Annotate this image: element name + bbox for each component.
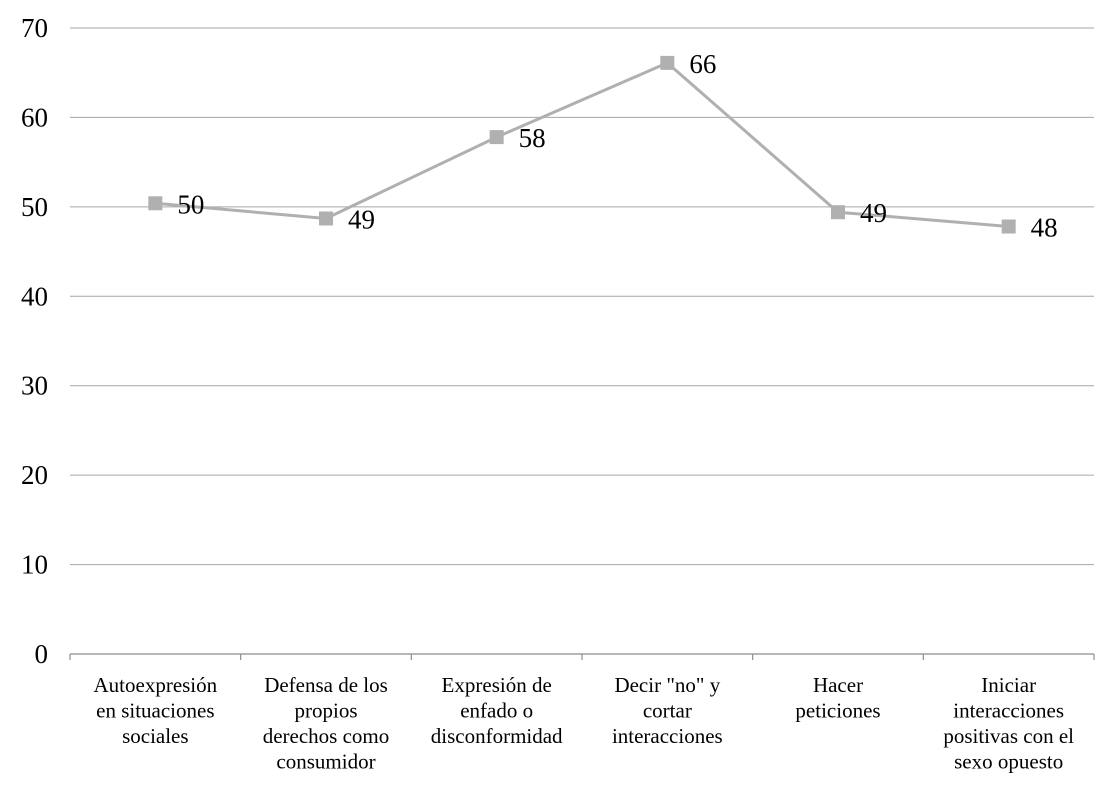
data-label: 50 [177,189,204,219]
data-label: 49 [860,198,887,228]
data-label: 66 [689,49,716,79]
y-tick-label-70: 70 [21,13,48,43]
x-axis [69,653,1095,660]
y-tick-label-20: 20 [21,460,48,490]
data-point-marker [660,55,675,70]
data-point-marker [1001,219,1016,234]
gridlines [70,27,1094,566]
y-tick-label-50: 50 [21,192,48,222]
series-line-group [148,55,1016,234]
y-tick-label-40: 40 [21,281,48,311]
y-axis-tick-labels: 0 10 20 30 40 50 60 70 [21,13,48,669]
x-category-label: Iniciar interacciones positivas con el sexo… [943,673,1074,774]
data-label: 58 [519,123,546,153]
y-tick-label-10: 10 [21,550,48,580]
x-category-label: Expresión de enfado o disconformidad [431,673,563,748]
data-point-marker [148,196,163,211]
x-category-label: Hacer peticiones [795,673,880,723]
data-label: 49 [348,204,375,234]
x-category-label: Autoexpresión en situaciones sociales [94,673,218,748]
series-line [155,61,1009,228]
y-tick-label-0: 0 [35,639,49,669]
data-point-marker [489,130,504,145]
data-label: 48 [1031,213,1058,243]
data-point-marker [831,205,845,220]
y-tick-label-60: 60 [21,102,48,132]
y-tick-label-30: 30 [21,371,48,401]
data-labels: 50 49 58 66 49 48 [177,49,1057,243]
data-point-marker [319,211,333,226]
x-category-label: Decir "no" y cortar interacciones [612,673,723,748]
x-category-label: Defensa de los propios derechos como consum… [263,673,390,774]
x-axis-category-labels: Autoexpresión en situaciones sociales Defen… [94,673,1075,774]
